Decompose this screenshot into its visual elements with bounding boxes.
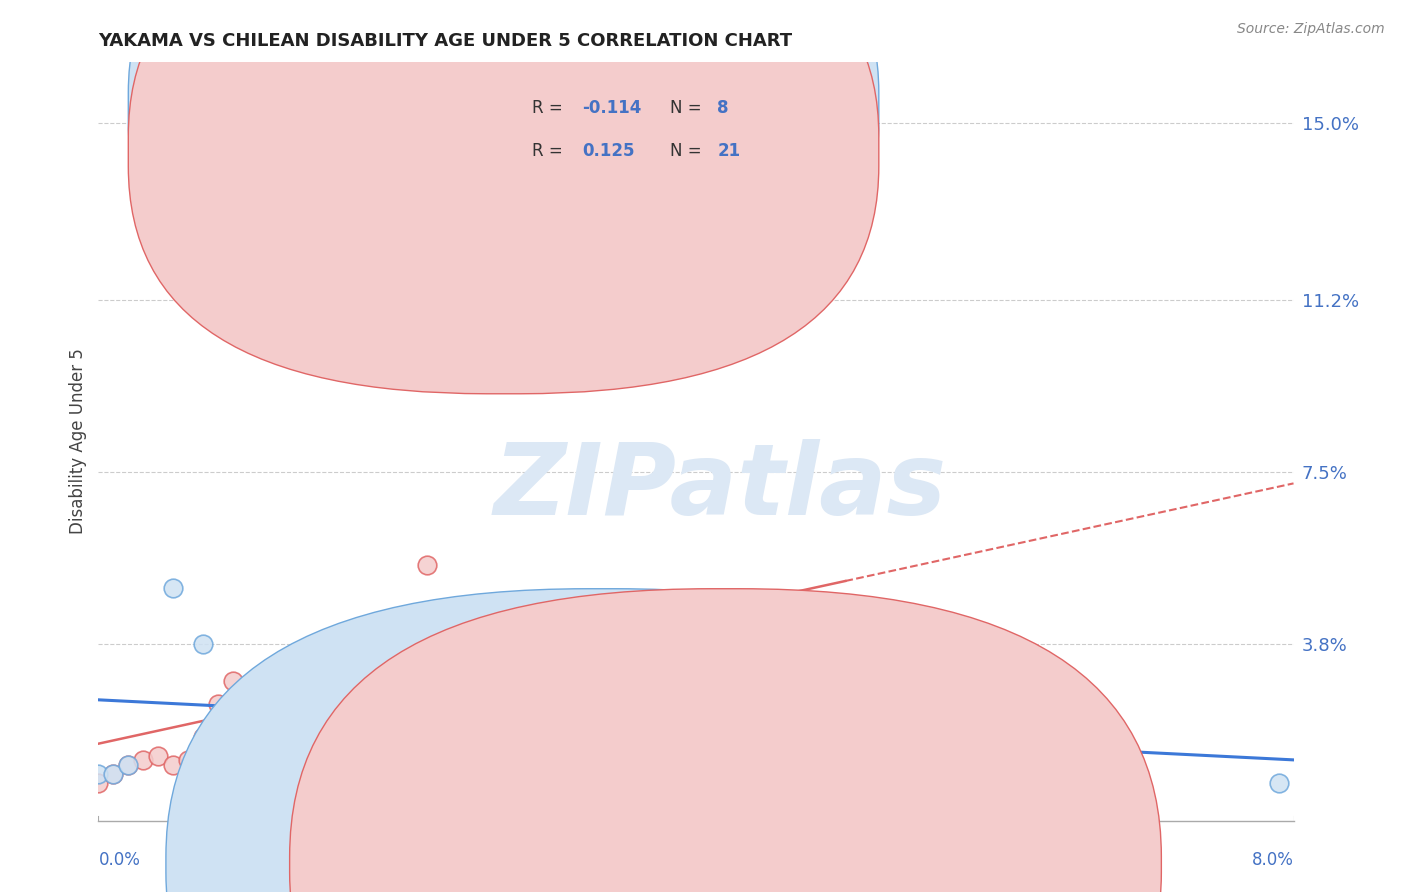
Text: R =: R = (533, 142, 568, 161)
Point (191, 730, 214, 744)
Point (401, 721, 423, 735)
Point (87, 767, 110, 781)
Text: R =: R = (533, 99, 568, 117)
FancyBboxPatch shape (128, 0, 879, 351)
Point (103, 767, 125, 781)
Text: 21: 21 (717, 142, 741, 161)
Point (222, 674, 245, 689)
Point (834, 698, 856, 712)
Point (416, 558, 439, 572)
Text: 8.0%: 8.0% (1251, 851, 1294, 869)
Point (461, 372, 484, 386)
Point (371, 646, 394, 660)
Point (162, 581, 184, 595)
Point (311, 698, 333, 712)
Point (1267, 776, 1289, 790)
Point (342, 665, 364, 679)
Point (117, 757, 139, 772)
Text: YAKAMA VS CHILEAN DISABILITY AGE UNDER 5 CORRELATION CHART: YAKAMA VS CHILEAN DISABILITY AGE UNDER 5… (98, 32, 793, 50)
Point (117, 757, 139, 772)
FancyBboxPatch shape (128, 0, 879, 393)
Point (103, 767, 125, 781)
Y-axis label: Disability Age Under 5: Disability Age Under 5 (69, 349, 87, 534)
Point (191, 637, 214, 651)
FancyBboxPatch shape (463, 70, 780, 187)
Text: N =: N = (669, 142, 707, 161)
Text: ZIPatlas: ZIPatlas (494, 439, 946, 535)
Text: 0.0%: 0.0% (98, 851, 141, 869)
Point (207, 698, 229, 712)
Text: N =: N = (669, 99, 707, 117)
Text: Source: ZipAtlas.com: Source: ZipAtlas.com (1237, 22, 1385, 37)
Point (162, 757, 184, 772)
Point (581, 698, 603, 712)
Point (177, 753, 200, 767)
Point (148, 748, 170, 763)
Point (281, 669, 304, 683)
Point (87, 776, 110, 790)
Point (416, 711, 439, 725)
Text: 8: 8 (717, 99, 728, 117)
Point (236, 683, 259, 698)
Text: Chileans: Chileans (745, 855, 815, 873)
Point (371, 698, 394, 712)
Point (252, 683, 274, 698)
Text: 0.125: 0.125 (582, 142, 636, 161)
Point (132, 753, 155, 767)
Text: Yakama: Yakama (621, 855, 686, 873)
Text: -0.114: -0.114 (582, 99, 641, 117)
